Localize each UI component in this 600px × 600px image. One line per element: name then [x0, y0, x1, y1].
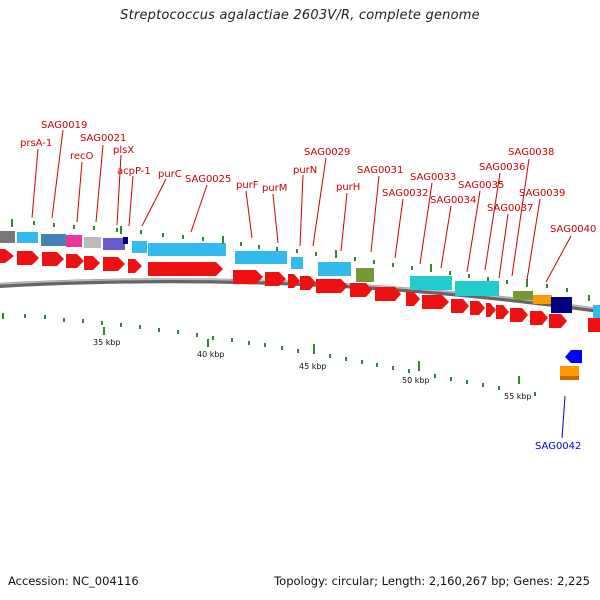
gene-arrow [42, 252, 64, 266]
gene-arrow [510, 308, 528, 322]
gene-arrow [375, 287, 401, 301]
cog-box [17, 232, 38, 243]
gene-label: SAG0029 [304, 147, 350, 158]
gene-arrow [300, 276, 316, 290]
gene-arrow [17, 251, 39, 265]
kbp-label-50: 50 kbp [402, 376, 430, 385]
cog-track [0, 231, 600, 319]
gene-label: SAG0031 [357, 165, 403, 176]
gene-label: recO [70, 151, 94, 162]
leader-lines [31, 129, 572, 439]
cog-box [103, 238, 125, 250]
cog-box [123, 237, 128, 244]
gene-label: SAG0040 [550, 224, 596, 235]
gene-arrow [530, 311, 548, 325]
cog-box [593, 305, 600, 319]
gene-arrow [0, 249, 14, 263]
genome-summary-text: Topology: circular; Length: 2,160,267 bp… [274, 574, 590, 588]
gene-label-blue: SAG0042 [535, 441, 581, 452]
cog-box [66, 235, 82, 247]
gene-arrow [496, 305, 509, 319]
cog-box [291, 257, 303, 269]
gene-label: purH [336, 182, 360, 193]
cog-box [132, 241, 147, 253]
gene-label: SAG0034 [430, 195, 476, 206]
gene-arrow [316, 279, 348, 293]
cog-box [0, 231, 15, 243]
cog-box [235, 251, 287, 264]
gene-arrow [422, 295, 449, 309]
gene-arrow [148, 262, 223, 276]
gene-label: plsX [113, 145, 134, 156]
gene-arrow [128, 259, 142, 273]
gene-label: acpP-1 [117, 166, 151, 177]
gene-arrow [486, 303, 496, 317]
gene-label: SAG0038 [508, 147, 554, 158]
cog-box [356, 268, 374, 282]
gene-arrow [288, 274, 300, 288]
accession-text: Accession: NC_004116 [8, 574, 139, 588]
kbp-label-40: 40 kbp [197, 350, 225, 359]
gene-label: SAG0036 [479, 162, 525, 173]
gene-arrow [103, 257, 125, 271]
cog-box [551, 297, 572, 313]
gene-label: SAG0035 [458, 180, 504, 191]
forward-genes [0, 249, 600, 332]
kbp-label-45: 45 kbp [299, 362, 327, 371]
gene-arrow [588, 318, 600, 332]
gene-label: SAG0033 [410, 172, 456, 183]
gene-label: purF [236, 180, 259, 191]
reverse-gene-arrow [565, 350, 582, 363]
map-title: Streptococcus agalactiae 2603V/R, comple… [120, 8, 480, 23]
cog-box [318, 262, 351, 276]
outer-tick-ruler [11, 219, 590, 301]
gene-label: SAG0032 [382, 188, 428, 199]
reverse-cog-box-shade [560, 376, 579, 380]
cog-box [410, 276, 452, 290]
gene-label: SAG0021 [80, 133, 126, 144]
cog-box [513, 291, 533, 300]
gene-label: purM [262, 183, 287, 194]
gene-label: SAG0019 [41, 120, 87, 131]
cog-box [455, 281, 499, 296]
gene-arrow [233, 270, 263, 284]
gene-arrow [84, 256, 100, 270]
kbp-label-55: 55 kbp [504, 392, 532, 401]
gene-arrow [350, 283, 372, 297]
kbp-label-35: 35 kbp [93, 338, 121, 347]
gene-arrow [66, 254, 84, 268]
cog-box [148, 243, 226, 256]
gene-arrow [451, 299, 469, 313]
cog-box [41, 234, 66, 246]
gene-arrow [549, 314, 567, 328]
tick-ruler [2, 313, 536, 396]
gene-arrow [406, 292, 420, 306]
gene-label: prsA-1 [20, 138, 52, 149]
gene-arrow [470, 301, 485, 315]
gene-arrow [265, 272, 286, 286]
gene-label: purC [158, 169, 182, 180]
gene-label: purN [293, 165, 317, 176]
gene-label: SAG0037 [487, 203, 533, 214]
gene-labels: SAG0019 prsA-1 SAG0021 recO plsX acpP-1 … [20, 120, 596, 452]
cog-box [533, 295, 552, 304]
cog-box [84, 237, 101, 248]
gene-label: SAG0025 [185, 174, 231, 185]
gene-label: SAG0039 [519, 188, 565, 199]
